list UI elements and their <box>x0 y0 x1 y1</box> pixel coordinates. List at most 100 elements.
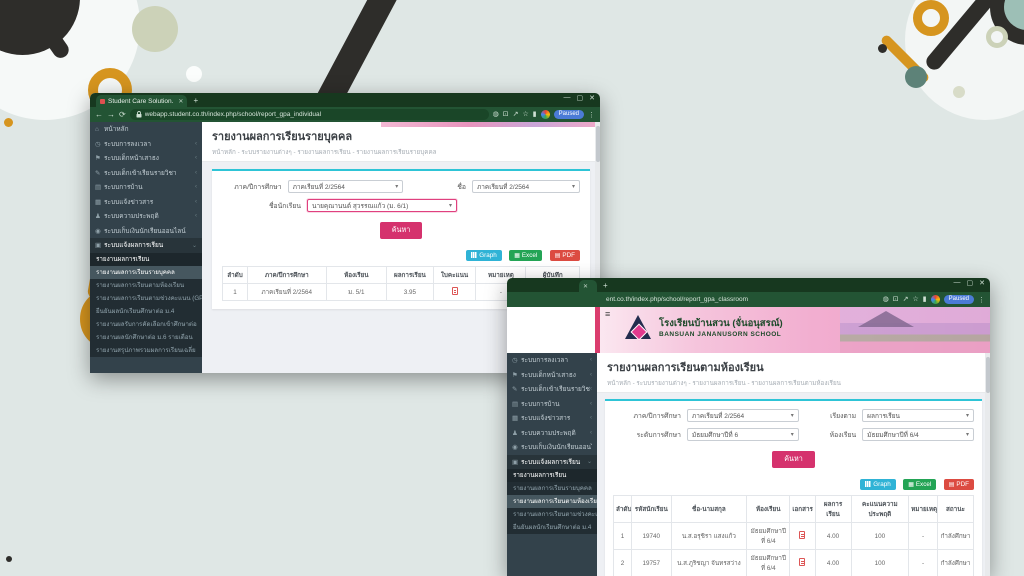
chevron-icon: ‹ <box>195 169 197 176</box>
maximize-button[interactable]: ▢ <box>576 95 584 102</box>
sidebar-item[interactable]: ▦ ระบบแจ้งข่าวสาร ‹ <box>90 195 202 210</box>
pdf-button[interactable]: ▤ PDF <box>943 479 974 490</box>
caret-icon: ▾ <box>571 184 575 190</box>
room-select[interactable]: มัธยมศึกษาปีที่ 6/4 ▾ <box>862 428 975 441</box>
banner-edge-decoration <box>381 122 600 127</box>
sidebar-subitem[interactable]: รายงานผลการเรียนตามห้องเรียน <box>507 495 597 508</box>
sidebar-subitem[interactable]: รายงานผลรับการคัดเลือกเข้าศึกษาต่อ <box>96 320 197 328</box>
sidebar-item[interactable]: ▦ ระบบแจ้งข่าวสาร ‹ <box>507 411 597 426</box>
sidebar-item[interactable]: ◉ระบบเก็บเงินนักเรียนออนไลน์ <box>507 440 597 455</box>
sidebar-item[interactable]: ✎ ระบบเด็กเข้าเรียนรายวิชา ‹ <box>507 382 597 397</box>
extension-icon[interactable]: ◍ <box>492 111 499 118</box>
student-select[interactable]: นายคุณานนต์ สุวรรณแก้ว (ม. 6/1) ▾ <box>307 199 457 212</box>
close-window-button[interactable]: ✕ <box>589 95 595 102</box>
maximize-button[interactable]: ▢ <box>966 280 974 287</box>
submenu-header: รายงานผลการเรียน <box>507 469 597 482</box>
sidebar-subitem[interactable]: รายงานสรุปภาพรวมผลการเรียนเฉลี่ย <box>96 346 196 354</box>
profile-avatar[interactable] <box>540 110 550 119</box>
bar-chart-icon <box>471 252 478 258</box>
search-button[interactable]: ค้นหา <box>772 451 815 468</box>
bookmark-star-icon[interactable]: ☆ <box>522 111 529 118</box>
sidebar-item[interactable]: ♟ ระบบความประพฤติ ‹ <box>90 209 202 224</box>
side-panel-icon[interactable]: ▮ <box>922 296 927 303</box>
column-header: คะแนนความประพฤติ <box>850 495 910 523</box>
sort-select[interactable]: ผลการเรียน ▾ <box>862 409 975 422</box>
profile-avatar[interactable] <box>930 295 940 304</box>
share-icon[interactable]: ↗ <box>902 296 909 303</box>
close-tab-icon[interactable]: ✕ <box>583 283 589 290</box>
sidebar-item[interactable]: ♟ ระบบความประพฤติ ‹ <box>507 426 597 441</box>
sidebar-item[interactable]: ▤ ระบบการบ้าน ‹ <box>507 397 597 412</box>
bookmark-star-icon[interactable]: ☆ <box>912 296 919 303</box>
back-icon[interactable]: ← <box>95 109 103 119</box>
translate-icon[interactable]: ⊡ <box>892 296 899 303</box>
search-button[interactable]: ค้นหา <box>379 222 423 239</box>
pdf-file-icon[interactable] <box>451 287 458 295</box>
pdf-file-icon[interactable] <box>799 558 806 566</box>
sidebar-item[interactable]: ⚑ ระบบเด็กหน้าเสาธง ‹ <box>90 151 202 166</box>
browser-tab[interactable]: ✕ <box>579 280 597 292</box>
url-text: webapp.student.co.th/index.php/school/re… <box>144 111 322 118</box>
sidebar-item[interactable]: ◉ระบบเก็บเงินนักเรียนออนไลน์ <box>90 224 202 239</box>
sidebar-subitem[interactable]: รายงานผลการเรียนรายบุคคล <box>513 485 592 492</box>
sidebar-subitem[interactable]: รายงานผลการเรียนตามห้องเรียน <box>96 281 185 289</box>
sidebar-subitem[interactable]: รายงานผลการเรียนตามช่วงคะแนน (GPA) <box>96 294 202 302</box>
caret-icon: ▾ <box>790 432 794 438</box>
excel-button[interactable]: ▦ Excel <box>509 250 543 261</box>
graph-button[interactable]: Graph <box>466 250 502 261</box>
level-select[interactable]: มัธยมศึกษาปีที่ 6 ▾ <box>686 428 799 441</box>
share-icon[interactable]: ↗ <box>512 111 519 118</box>
caret-icon: ▾ <box>966 432 970 438</box>
reload-icon[interactable]: ⟳ <box>119 109 126 119</box>
address-bar[interactable]: webapp.student.co.th/index.php/school/re… <box>129 109 489 120</box>
sidebar-submenu: รายงานผลการเรียน รายงานผลการเรียนรายบุคค… <box>90 252 202 357</box>
minimize-button[interactable]: — <box>563 94 571 101</box>
banner-image <box>600 307 990 353</box>
minimize-button[interactable]: — <box>953 279 961 286</box>
name-select[interactable]: ภาคเรียนที่ 2/2564 ▾ <box>471 180 580 193</box>
new-tab-button[interactable]: + <box>193 96 199 105</box>
sidebar-item-label: ระบบเด็กหน้าเสาธง <box>521 371 576 379</box>
sidebar-subitem[interactable]: ยืนยันผลนักเรียนศึกษาต่อ ม.4 <box>513 524 592 531</box>
sidebar-item[interactable]: ✎ ระบบเด็กเข้าเรียนรายวิชา ‹ <box>90 166 202 181</box>
page-scrollbar[interactable] <box>595 122 600 373</box>
new-tab-button[interactable]: + <box>603 281 608 290</box>
sidebar-item[interactable]: ◷ ระบบการลงเวลา ‹ <box>90 137 202 152</box>
browser-tab[interactable]: Student Care Solution. ✕ <box>96 95 188 107</box>
close-tab-icon[interactable]: ✕ <box>178 98 184 105</box>
translate-icon[interactable]: ⊡ <box>502 111 509 118</box>
pdf-file-icon[interactable] <box>799 531 806 539</box>
pdf-button[interactable]: ▤ PDF <box>549 250 580 261</box>
sidebar-item[interactable]: ⌂ หน้าหลัก <box>90 122 202 137</box>
sidebar-subitem[interactable]: รายงานผลการเรียนรายบุคคล <box>90 265 202 279</box>
sidebar-item[interactable]: ▤ ระบบการบ้าน ‹ <box>90 180 202 195</box>
side-panel-icon[interactable]: ▮ <box>532 111 537 118</box>
browser-menu-icon[interactable]: ⋮ <box>978 296 985 304</box>
graph-button[interactable]: Graph <box>860 479 896 490</box>
sidebar-subitem[interactable]: รายงานผลนักศึกษาต่อ ม.6 รายเดือน <box>96 333 193 341</box>
sidebar-item[interactable]: ◷ ระบบการลงเวลา ‹ <box>507 353 597 368</box>
term-label: ภาค/ปีการศึกษา <box>633 413 681 420</box>
browser-menu-icon[interactable]: ⋮ <box>588 111 595 119</box>
hamburger-menu-icon[interactable]: ≡ <box>605 309 611 319</box>
extension-icon[interactable]: ◍ <box>882 296 889 303</box>
sidebar-item[interactable]: ▣ ระบบแจ้งผลการเรียน ⌄ <box>507 454 597 469</box>
sidebar-subitem[interactable]: รายงานผลการเรียนตามช่วงคะแนน (GPA) <box>513 511 597 518</box>
address-bar[interactable]: ent.co.th/index.php/school/report_gpa_cl… <box>600 294 879 305</box>
page-scrollbar[interactable] <box>985 353 990 576</box>
sync-paused-badge[interactable]: Paused <box>553 109 584 120</box>
sidebar-subitem[interactable]: ยืนยันผลนักเรียนศึกษาต่อ ม.4 <box>96 307 175 315</box>
forward-icon[interactable]: → <box>107 109 115 119</box>
sidebar-item[interactable]: ⚑ ระบบเด็กหน้าเสาธง ‹ <box>507 368 597 383</box>
tab-title: Student Care Solution. <box>108 97 174 105</box>
chevron-icon: ‹ <box>195 140 197 147</box>
excel-button[interactable]: ▦ Excel <box>903 479 937 490</box>
report-icon: ▣ <box>512 458 519 466</box>
close-window-button[interactable]: ✕ <box>979 280 985 287</box>
term-select[interactable]: ภาคเรียนที่ 2/2564 ▾ <box>287 180 404 193</box>
term-select[interactable]: ภาคเรียนที่ 2/2564 ▾ <box>686 409 799 422</box>
school-photo <box>840 307 990 353</box>
sync-paused-badge[interactable]: Paused <box>943 294 974 305</box>
sidebar-item-label: ระบบการลงเวลา <box>104 140 151 148</box>
sidebar-item[interactable]: ▣ ระบบแจ้งผลการเรียน ⌄ <box>90 238 202 253</box>
